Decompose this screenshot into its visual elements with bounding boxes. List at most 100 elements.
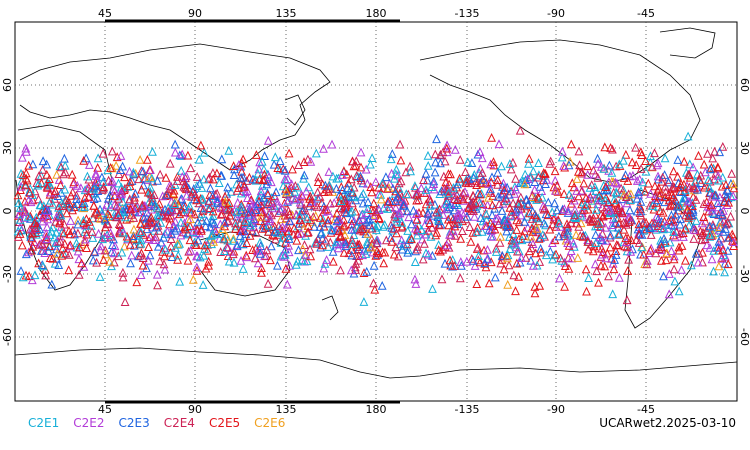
observation-marker <box>173 250 183 260</box>
observation-marker <box>363 239 372 248</box>
observation-marker <box>192 172 202 181</box>
observation-marker <box>346 174 356 184</box>
observation-marker <box>373 221 383 230</box>
observation-marker <box>98 183 108 193</box>
observation-marker <box>347 224 357 234</box>
observation-marker <box>193 217 203 227</box>
observation-marker <box>143 187 153 197</box>
observation-marker <box>577 199 587 209</box>
observation-marker <box>637 150 647 159</box>
observation-marker <box>412 230 422 240</box>
observation-marker <box>514 198 524 208</box>
observation-marker <box>142 224 152 234</box>
observation-marker <box>404 212 414 222</box>
observation-marker <box>697 218 707 228</box>
observation-marker <box>621 170 630 179</box>
observation-marker <box>79 155 89 165</box>
observation-marker <box>392 228 402 238</box>
observation-marker <box>423 208 433 218</box>
observation-marker <box>717 181 727 191</box>
observation-marker <box>713 170 723 180</box>
observation-marker <box>391 202 401 212</box>
observation-marker <box>516 210 526 220</box>
observation-marker <box>170 199 180 208</box>
observation-marker <box>428 284 437 293</box>
observation-marker <box>607 144 617 154</box>
observation-marker <box>30 270 40 280</box>
observation-marker <box>393 170 403 180</box>
observation-marker <box>92 192 102 202</box>
observation-marker <box>520 216 530 226</box>
observation-marker <box>714 245 724 255</box>
observation-marker <box>620 241 630 251</box>
observation-marker <box>380 219 390 229</box>
observation-marker <box>15 202 25 212</box>
observation-marker <box>711 190 721 200</box>
observation-marker <box>24 195 33 205</box>
observation-marker <box>499 185 509 195</box>
observation-marker <box>707 191 717 201</box>
observation-marker <box>718 244 728 254</box>
observation-marker <box>642 259 652 269</box>
observation-marker <box>199 250 209 260</box>
observation-marker <box>487 132 497 142</box>
observation-marker <box>470 211 479 221</box>
observation-marker <box>74 254 84 264</box>
observation-marker <box>222 242 232 252</box>
observation-marker <box>147 204 156 214</box>
observation-marker <box>36 246 46 255</box>
observation-marker <box>545 224 555 234</box>
observation-marker <box>117 223 127 233</box>
observation-marker <box>439 183 449 193</box>
observation-marker <box>675 200 685 210</box>
observation-marker <box>575 160 585 170</box>
observation-marker <box>458 194 468 204</box>
observation-marker <box>457 226 467 235</box>
observation-marker <box>417 225 427 234</box>
observation-marker <box>355 216 364 226</box>
observation-marker <box>434 240 444 249</box>
observation-marker <box>324 183 334 193</box>
left-lat-label: -30 <box>1 265 14 283</box>
observation-marker <box>549 214 559 224</box>
observation-marker <box>455 273 465 283</box>
observation-marker <box>703 175 713 185</box>
observation-marker <box>190 189 200 199</box>
observation-marker <box>177 149 187 159</box>
observation-marker <box>293 182 303 192</box>
observation-marker <box>407 219 417 229</box>
observation-marker <box>376 189 386 199</box>
observation-marker <box>652 160 662 170</box>
observation-marker <box>631 235 641 244</box>
observation-marker <box>267 192 277 202</box>
observation-marker <box>137 201 147 211</box>
observation-marker <box>679 156 689 166</box>
observation-marker <box>515 125 525 135</box>
observation-marker <box>114 210 124 220</box>
observation-marker <box>313 177 323 186</box>
observation-marker <box>144 218 154 228</box>
observation-marker <box>56 162 66 172</box>
observation-marker <box>351 160 361 170</box>
observation-marker <box>182 190 192 200</box>
observation-marker <box>158 246 167 256</box>
observation-marker <box>497 161 506 171</box>
observation-marker <box>331 183 341 193</box>
observation-marker <box>24 271 34 281</box>
observation-marker <box>684 182 694 192</box>
observation-marker <box>505 202 515 212</box>
observation-marker <box>718 205 728 215</box>
observation-marker <box>601 253 611 263</box>
observation-marker <box>598 228 607 238</box>
observation-marker <box>469 172 479 182</box>
observation-marker <box>613 205 623 215</box>
observation-marker <box>312 201 322 211</box>
observation-marker <box>110 241 120 251</box>
observation-marker <box>216 203 226 213</box>
observation-marker <box>437 186 446 196</box>
observation-marker <box>399 197 409 207</box>
observation-marker <box>708 153 718 163</box>
observation-marker <box>241 215 251 225</box>
observation-marker <box>165 180 175 190</box>
observation-marker <box>160 204 170 214</box>
